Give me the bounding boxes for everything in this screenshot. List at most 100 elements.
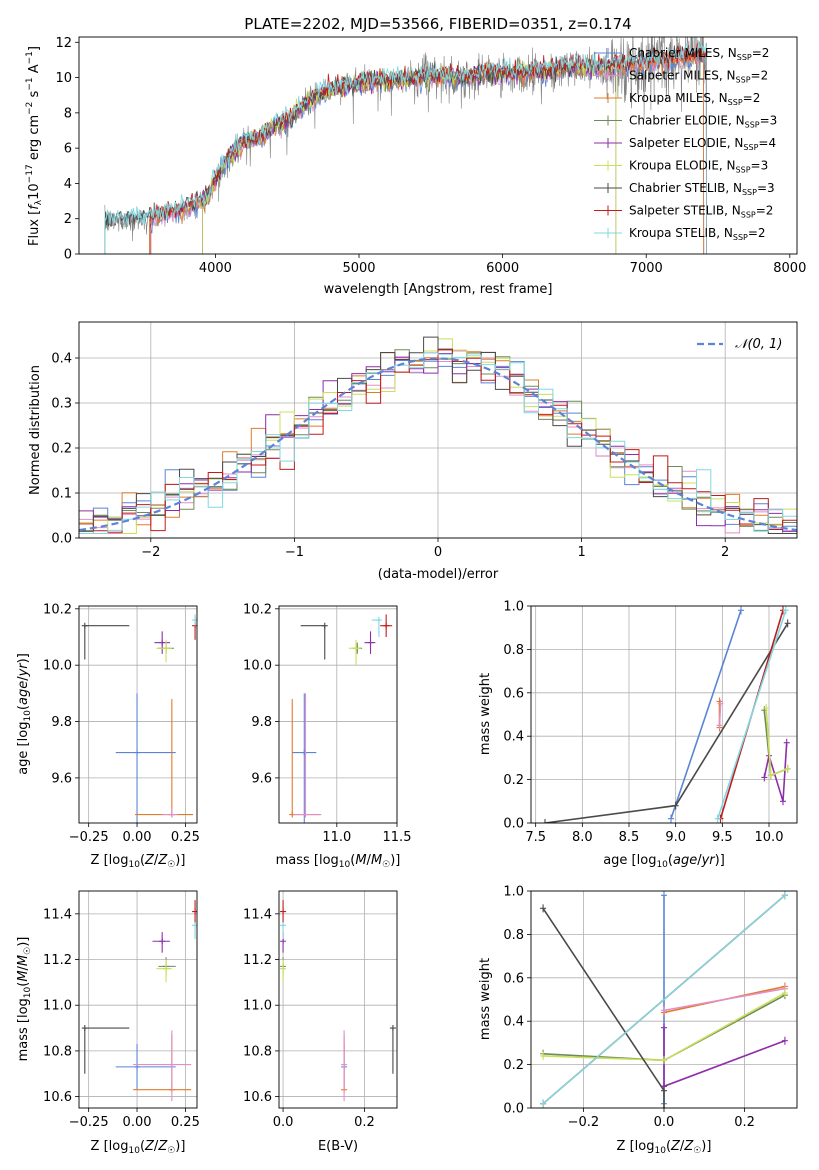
y-tick-label: 0.0	[51, 532, 72, 547]
axes-frame	[78, 321, 798, 539]
x-tick-label: −2	[141, 545, 160, 560]
y-tick-label: 10.0	[43, 659, 72, 674]
data-point	[280, 938, 287, 945]
plot-area	[280, 900, 396, 1102]
series-marker	[668, 814, 674, 823]
series-marker	[672, 801, 679, 810]
residual-histogram	[79, 349, 797, 533]
data-point	[168, 811, 175, 818]
y-tick-label: 11.4	[243, 907, 272, 922]
legend-label: Salpeter MILES, NSSP=2	[629, 69, 768, 85]
data-point	[163, 645, 170, 652]
x-axis-label: (data-model)/error	[378, 567, 499, 582]
series-marker	[784, 764, 791, 773]
y-tick-label: 0.1	[51, 487, 72, 502]
x-axis-label: Z [log10(Z/Z☉)]	[617, 1139, 712, 1156]
x-tick-label: 0.25	[171, 830, 200, 845]
plot-area	[104, 37, 707, 254]
data-point	[192, 908, 197, 915]
y-tick-label: 1.0	[503, 885, 524, 900]
x-axis-label: wavelength [Angstrom, rest frame]	[324, 282, 553, 297]
x-axis-label: age [log10(age/yr)]	[603, 853, 725, 870]
y-tick-label: 0.4	[503, 1015, 524, 1030]
data-point	[280, 965, 287, 972]
series-marker	[716, 721, 723, 730]
y-tick-label: 0.0	[503, 817, 524, 832]
series-line	[542, 894, 786, 1105]
series-marker	[782, 606, 789, 615]
data-point	[192, 617, 197, 624]
series-line	[542, 907, 665, 1108]
data-point	[81, 1025, 88, 1032]
mass-weight-vs-metallicity-panel: −0.2 0.0 0.2 0.0 0.2 0.4 0.6 0.8 1.0 Z [log10(Z/Z…	[478, 885, 798, 1156]
series-marker	[542, 819, 548, 823]
data-point	[81, 622, 88, 629]
x-tick-label: 8.0	[572, 830, 593, 845]
x-axis-label: E(B-V)	[318, 1139, 358, 1154]
y-tick-label: 0	[64, 248, 72, 263]
y-tick-label: 11.0	[243, 999, 272, 1014]
x-tick-label: 9.5	[712, 830, 733, 845]
axes-frame	[78, 605, 198, 824]
y-tick-label: 10.2	[43, 602, 72, 617]
plot-area	[540, 891, 788, 1108]
series-marker	[783, 738, 790, 747]
series-marker	[717, 699, 724, 708]
age-vs-metallicity-panel: −0.25 0.00 0.25 9.6 9.8 10.0 10.2 Z [log10(Z/Z☉…	[16, 602, 200, 870]
x-tick-label: 11.0	[322, 830, 351, 845]
x-tick-label: 5000	[342, 261, 375, 276]
spectrum-panel: 4000 5000 6000 7000 8000 0 2 4 6 8 10 12 wavelength …	[25, 36, 806, 297]
legend-gaussian-label: 𝒩(0, 1)	[735, 337, 782, 352]
series-marker	[763, 703, 770, 712]
series-line	[765, 707, 788, 777]
series-marker	[767, 771, 774, 780]
x-tick-label: 10.0	[755, 830, 784, 845]
series-marker	[661, 1023, 667, 1032]
y-tick-label: 2	[64, 212, 72, 227]
y-axis-label: mass weight	[478, 673, 493, 755]
y-axis-label: Normed distribution	[28, 365, 43, 495]
x-tick-label: 4000	[199, 261, 232, 276]
y-tick-label: 10.6	[43, 1090, 72, 1105]
data-point	[159, 639, 166, 646]
y-tick-label: 11.2	[43, 953, 72, 968]
series-marker	[714, 814, 721, 823]
y-tick-label: 0.4	[503, 730, 524, 745]
series-marker	[540, 1051, 547, 1060]
series-marker	[661, 891, 667, 900]
x-tick-label: 7.5	[525, 830, 546, 845]
x-tick-label: 6000	[486, 261, 519, 276]
series-line	[663, 1027, 786, 1088]
y-tick-label: 0.2	[503, 1058, 524, 1073]
data-point	[280, 908, 287, 915]
x-tick-label: −0.2	[568, 1115, 600, 1130]
series-marker	[716, 697, 723, 706]
series-marker	[781, 891, 788, 900]
data-point	[301, 749, 308, 756]
series-marker	[738, 606, 744, 615]
data-point	[375, 617, 382, 624]
series-marker	[661, 1056, 667, 1065]
x-tick-label: 1	[577, 545, 585, 560]
legend-label: Salpeter ELODIE, NSSP=4	[629, 136, 776, 152]
y-tick-label: 0.8	[503, 643, 524, 658]
axes-frame	[78, 36, 798, 255]
y-tick-label: 0.6	[503, 686, 524, 701]
data-point	[192, 922, 197, 929]
series-line	[670, 610, 742, 819]
series-line	[716, 610, 787, 819]
y-axis-label: age [log10(age/yr)]	[16, 653, 33, 775]
legend-label: Chabrier MILES, NSSP=2	[629, 46, 769, 62]
y-axis-label: mass weight	[478, 958, 493, 1040]
x-tick-label: −1	[285, 545, 304, 560]
y-tick-label: 0.6	[503, 971, 524, 986]
legend-label: Chabrier ELODIE, NSSP=3	[629, 114, 777, 130]
data-point	[389, 1025, 396, 1032]
y-tick-label: 9.6	[51, 771, 72, 786]
y-tick-label: 0.3	[51, 397, 72, 412]
x-tick-label: 8.5	[619, 830, 640, 845]
residual-histogram	[79, 352, 797, 534]
series-marker	[781, 1036, 788, 1045]
plot-area	[542, 606, 791, 823]
x-tick-label: −0.25	[69, 1115, 109, 1130]
